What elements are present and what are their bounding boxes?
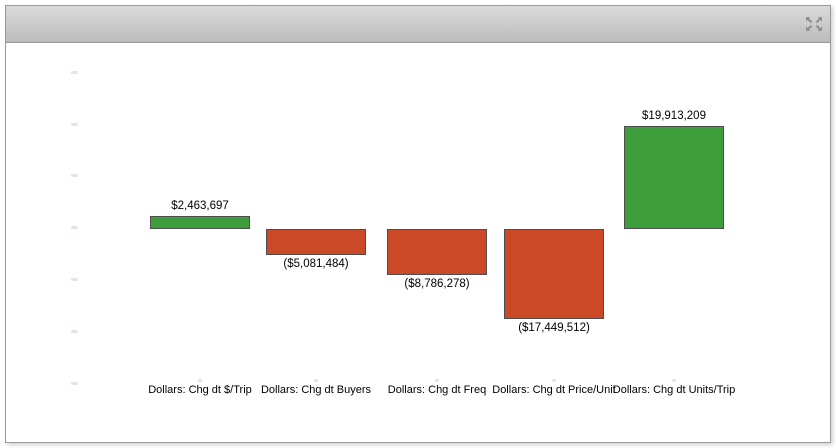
- x-axis-tick: [672, 379, 676, 382]
- window-titlebar[interactable]: [6, 6, 830, 43]
- bar-value-label: $19,913,209: [642, 110, 706, 122]
- y-axis-tick: [71, 123, 78, 126]
- y-axis-tick: [71, 226, 78, 229]
- waterfall-bar[interactable]: [150, 216, 250, 229]
- category-label: Dollars: Chg dt Units/Trip: [612, 384, 736, 396]
- x-axis-tick: [435, 379, 439, 382]
- category-label: Dollars: Chg dt Price/Unit: [492, 384, 616, 396]
- waterfall-bar[interactable]: [624, 126, 724, 229]
- arrows-out-icon[interactable]: [806, 17, 822, 31]
- y-axis-tick: [71, 174, 78, 177]
- waterfall-chart: $2,463,697 ($5,081,484) ($8,786,278) ($17,4…: [6, 43, 830, 441]
- waterfall-bar[interactable]: [504, 229, 604, 319]
- bar-value-label: $2,463,697: [171, 200, 229, 212]
- category-label: Dollars: Chg dt $/Trip: [148, 384, 252, 396]
- y-axis-tick: [71, 71, 78, 74]
- bar-value-label: ($17,449,512): [518, 322, 590, 334]
- x-axis-tick: [198, 379, 202, 382]
- x-axis-tick: [314, 379, 318, 382]
- bar-value-label: ($5,081,484): [283, 258, 349, 270]
- waterfall-bar[interactable]: [387, 229, 487, 275]
- category-label: Dollars: Chg dt Buyers: [260, 384, 372, 396]
- chart-widget-window: $2,463,697 ($5,081,484) ($8,786,278) ($17,4…: [5, 5, 831, 443]
- y-axis-tick: [71, 382, 78, 385]
- bar-value-label: ($8,786,278): [404, 278, 470, 290]
- y-axis-tick: [71, 278, 78, 281]
- y-axis-tick: [71, 330, 78, 333]
- category-label: Dollars: Chg dt Freq: [387, 384, 487, 396]
- waterfall-bar[interactable]: [266, 229, 366, 255]
- x-axis-tick: [552, 379, 556, 382]
